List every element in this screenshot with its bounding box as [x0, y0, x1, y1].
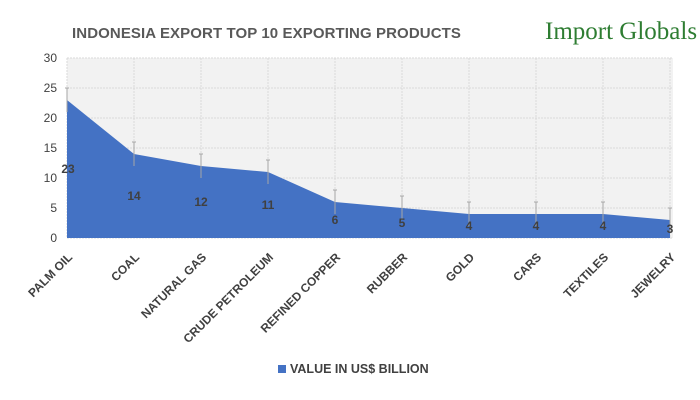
x-tick-label: JEWELRY [628, 250, 679, 301]
data-label: 23 [61, 162, 75, 176]
data-label: 5 [399, 216, 406, 230]
y-tick-label: 15 [44, 141, 58, 155]
legend-swatch [278, 365, 286, 373]
y-tick-label: 0 [50, 231, 57, 245]
data-label: 4 [466, 219, 473, 233]
x-tick-label: RUBBER [364, 250, 410, 296]
data-label: 4 [533, 219, 540, 233]
chart-title: INDONESIA EXPORT TOP 10 EXPORTING PRODUC… [72, 25, 461, 42]
x-tick-label: GOLD [443, 250, 478, 285]
data-label: 11 [262, 198, 275, 212]
legend-label: VALUE IN US$ BILLION [290, 362, 429, 376]
area-series [67, 100, 670, 238]
data-label: 4 [600, 219, 607, 233]
data-label: 14 [127, 189, 141, 203]
x-tick-label: TEXTILES [561, 250, 611, 300]
y-tick-label: 25 [44, 81, 58, 95]
y-tick-label: 20 [44, 111, 58, 125]
data-label: 3 [667, 222, 674, 236]
y-tick-label: 5 [50, 201, 57, 215]
import-globals-logo: Import Globals [545, 18, 698, 45]
data-label: 6 [332, 213, 339, 227]
y-tick-label: 30 [44, 51, 58, 65]
x-tick-label: NATURAL GAS [138, 250, 209, 321]
x-tick-label: PALM OIL [25, 250, 75, 300]
data-label: 12 [194, 195, 208, 209]
y-tick-label: 10 [44, 171, 58, 185]
x-tick-label: CARS [510, 250, 544, 284]
legend: VALUE IN US$ BILLION [278, 362, 429, 376]
x-tick-label: COAL [108, 250, 142, 284]
